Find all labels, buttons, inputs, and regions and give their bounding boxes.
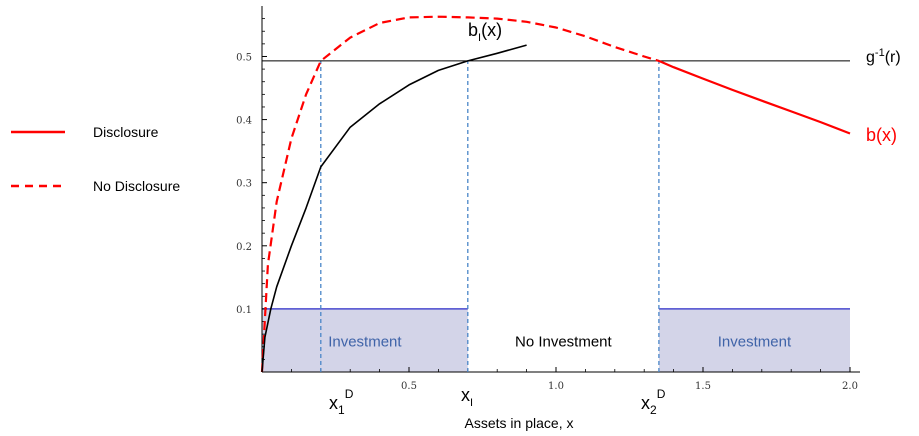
- legend-no-disclosure-label: No Disclosure: [93, 178, 180, 194]
- y-tick-label-1: 0.2: [236, 242, 252, 253]
- y-tick-label-4: 0.5: [236, 52, 252, 63]
- bI-curve-label: bI(x): [468, 20, 502, 44]
- region-label-1: No Investment: [515, 333, 613, 350]
- y-tick-label-2: 0.3: [236, 179, 252, 190]
- xI-label: xI: [461, 385, 473, 409]
- series-1-segment-0: [261, 44, 527, 373]
- series-0-segment-1: [658, 59, 851, 135]
- x-tick-label-3: 2.0: [842, 381, 858, 392]
- investment-region-0: [262, 308, 468, 372]
- region-label-2: Investment: [718, 333, 792, 350]
- investment-region-2: [658, 308, 850, 372]
- y-tick-label-0: 0.1: [236, 305, 252, 316]
- x-tick-label-0: 0.5: [401, 381, 417, 392]
- y-ticks: 0.1 0.2 0.3 0.4 0.5: [236, 18, 267, 360]
- b-curve-label: b(x): [866, 125, 897, 145]
- x1D-label: x1D: [329, 387, 354, 417]
- x2D-label: x2D: [641, 387, 666, 417]
- y-tick-label-3: 0.4: [236, 116, 252, 127]
- legend: Disclosure No Disclosure: [11, 124, 180, 194]
- x-tick-label-1: 1.0: [548, 381, 564, 392]
- region-label-0: Investment: [328, 333, 402, 350]
- investment-regions: Investment No Investment Investment: [262, 308, 850, 372]
- vertical-markers: [320, 60, 660, 372]
- curves: [260, 15, 851, 373]
- x-tick-label-2: 1.5: [695, 381, 711, 392]
- axes: [261, 6, 860, 373]
- series-0-segment-0: [260, 15, 660, 373]
- threshold-label: g-1(r): [866, 47, 901, 66]
- x-axis-label: Assets in place, x: [465, 415, 574, 431]
- legend-disclosure-label: Disclosure: [93, 124, 159, 140]
